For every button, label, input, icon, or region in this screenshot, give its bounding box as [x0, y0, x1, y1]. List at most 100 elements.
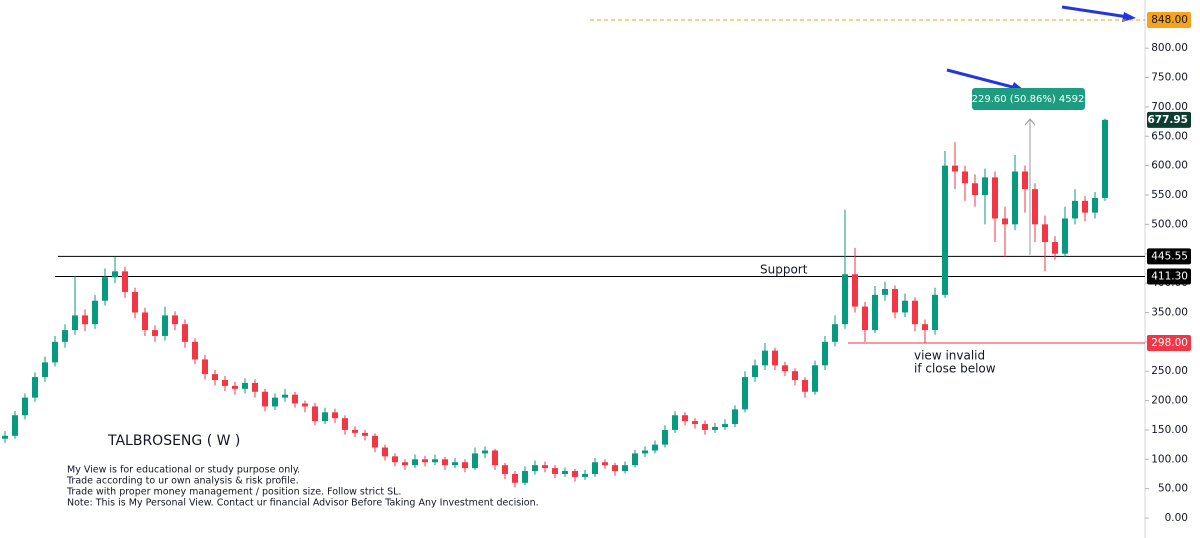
candle-body — [652, 444, 658, 451]
candle-body — [1042, 224, 1048, 242]
candle-body — [842, 274, 848, 325]
last-price-label: 677.95 — [1147, 114, 1188, 126]
y-tick-label: 200.00 — [1151, 395, 1188, 407]
candle-body — [582, 473, 588, 477]
candle-body — [132, 291, 138, 313]
candle-body — [922, 324, 928, 331]
candle-body — [572, 471, 578, 477]
level-box — [1147, 11, 1191, 28]
candle-body — [852, 274, 858, 307]
candle-body — [62, 330, 68, 342]
candle-body — [242, 382, 248, 389]
candle-body — [452, 462, 458, 466]
candle-body — [492, 450, 498, 466]
y-tick-label: 800.00 — [1151, 42, 1188, 54]
candle-body — [192, 341, 198, 360]
arrow — [1061, 5, 1129, 19]
candle-body — [72, 315, 78, 331]
candle-body — [672, 415, 678, 430]
candle-body — [1002, 218, 1008, 225]
candle-body — [742, 377, 748, 410]
level-box — [1147, 268, 1191, 285]
candle-body — [832, 324, 838, 342]
candle-body — [252, 382, 258, 392]
candle-body — [342, 418, 348, 430]
candle-body — [262, 391, 268, 407]
candle-body — [162, 315, 168, 336]
y-tick-label: 0.00 — [1165, 512, 1188, 524]
annotation: Support — [760, 263, 808, 277]
candle-body — [222, 380, 228, 386]
candle-body — [52, 341, 58, 363]
y-tick-label: 550.00 — [1151, 189, 1188, 201]
candle-body — [272, 397, 278, 407]
y-tick-label: 150.00 — [1151, 424, 1188, 436]
candle-body — [762, 350, 768, 366]
candle-body — [982, 177, 988, 195]
candle-body — [172, 315, 178, 325]
candle-body — [202, 359, 208, 375]
candle-body — [122, 271, 128, 292]
candle-body — [512, 473, 518, 483]
y-tick-label: 100.00 — [1151, 453, 1188, 465]
level-box — [1147, 335, 1191, 352]
candle-body — [1022, 171, 1028, 190]
candle-body — [352, 429, 358, 433]
candle-body — [782, 365, 788, 372]
candle-body — [632, 453, 638, 466]
candle-body — [482, 450, 488, 454]
candle-body — [992, 177, 998, 219]
candle-body — [332, 412, 338, 419]
candle-body — [1052, 241, 1058, 254]
candle-body — [362, 432, 368, 436]
candle-body — [592, 462, 598, 474]
annotation: view invalid — [914, 349, 985, 363]
candle-body — [442, 459, 448, 466]
candle-body — [382, 447, 388, 457]
candle-body — [722, 424, 728, 427]
candle-body — [912, 300, 918, 325]
candle-body — [22, 397, 28, 416]
candle-body — [2, 435, 8, 439]
candle-body — [292, 394, 298, 404]
note: My View is for educational or study purp… — [67, 465, 300, 476]
level-label: 411.30 — [1151, 270, 1188, 282]
candle-body — [1032, 189, 1038, 225]
candle-body — [322, 412, 328, 422]
annotation: if close below — [914, 362, 996, 376]
candle-body — [612, 465, 618, 472]
level-label: 445.55 — [1151, 250, 1188, 262]
candle-body — [792, 371, 798, 381]
candle-body — [1072, 200, 1078, 219]
candle-body — [392, 456, 398, 463]
candle-body — [232, 385, 238, 389]
candle-body — [822, 341, 828, 366]
measure-arrow — [1024, 118, 1036, 126]
candle-body — [462, 462, 468, 469]
candle-body — [532, 465, 538, 472]
candle-body — [642, 450, 648, 454]
y-tick-label: 50.00 — [1158, 483, 1188, 495]
candle-body — [282, 394, 288, 398]
candle-body — [622, 465, 628, 472]
candle-body — [302, 403, 308, 407]
candle-body — [432, 459, 438, 463]
measure-box — [972, 88, 1085, 110]
candle-body — [412, 459, 418, 466]
candle-body — [1092, 197, 1098, 213]
candle-body — [422, 459, 428, 463]
level-box — [1147, 248, 1191, 265]
candle-body — [962, 171, 968, 184]
candle-body — [772, 350, 778, 366]
candle-body — [522, 471, 528, 483]
candle-body — [902, 300, 908, 313]
candle-body — [732, 409, 738, 425]
candle-body — [142, 312, 148, 331]
note: Note: This is My Personal View. Contact … — [67, 498, 539, 509]
candle-body — [882, 288, 888, 295]
candle-body — [752, 365, 758, 378]
candle-body — [802, 380, 808, 392]
y-tick-label: 650.00 — [1151, 130, 1188, 142]
candle-body — [32, 377, 38, 398]
candle-body — [102, 277, 108, 301]
